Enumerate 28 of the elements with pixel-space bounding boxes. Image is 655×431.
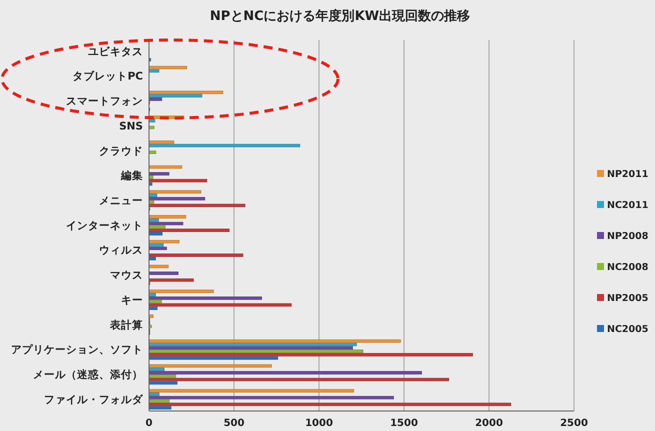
legend-label: NP2011 [607, 169, 648, 180]
y-tick-label: ファイル・フォルダ [44, 392, 144, 406]
y-tick-label: メール（迷惑、添付） [33, 368, 143, 382]
legend-label: NP2005 [607, 293, 648, 304]
x-tick-label: 2500 [560, 418, 588, 430]
x-tick-label: 0 [146, 418, 153, 430]
y-tick-label: SNS [119, 120, 143, 132]
x-tick-label: 1500 [390, 418, 418, 430]
y-tick-label: 表計算 [109, 318, 143, 332]
x-tick-label: 1000 [305, 418, 333, 430]
y-tick-label: クラウド [99, 145, 143, 158]
y-tick-label: ユビキタス [88, 44, 143, 58]
legend-label: NC2011 [607, 200, 648, 211]
y-tick-label: マウス [110, 270, 143, 282]
legend-label: NC2005 [607, 324, 648, 335]
y-tick-label: 編集 [120, 169, 143, 182]
y-tick-label: メニュー [99, 194, 143, 207]
y-tick-label: キー [121, 294, 143, 306]
chart-title: NPとNCにおける年度別KW出現回数の推移 [210, 8, 470, 24]
y-tick-label: スマートフォン [66, 96, 143, 108]
legend-label: NC2008 [607, 262, 649, 273]
legend-label: NP2008 [607, 231, 649, 242]
y-tick-label: アプリケーション、ソフト [11, 343, 143, 356]
x-tick-label: 2000 [475, 418, 503, 430]
x-tick-label: 500 [224, 418, 244, 430]
y-tick-label: インターネット [66, 220, 143, 232]
y-tick-label: タブレットPC [72, 70, 144, 83]
y-tick-label: ウィルス [99, 244, 143, 257]
